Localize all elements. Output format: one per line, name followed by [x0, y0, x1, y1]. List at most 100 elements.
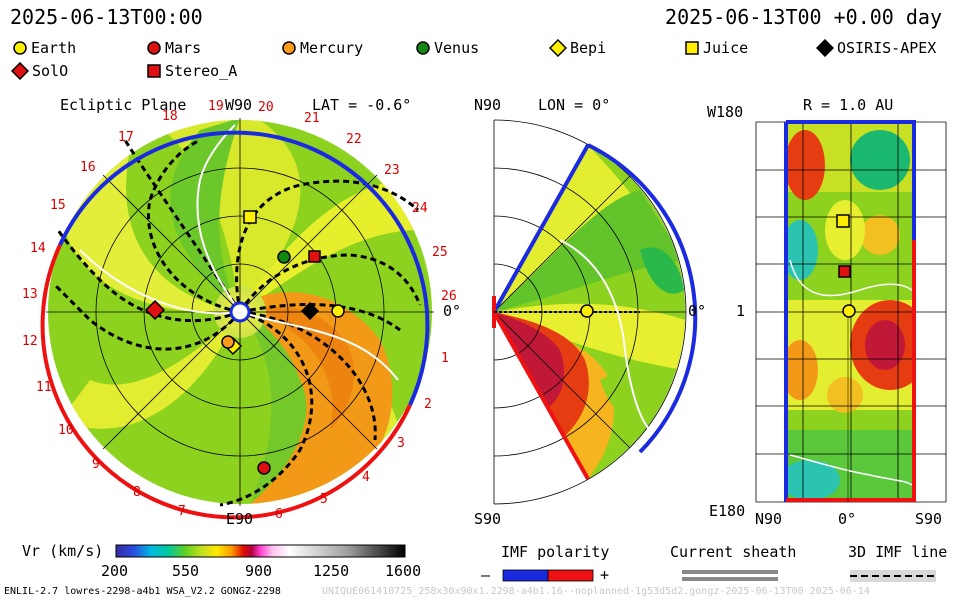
- spiral-band: [60, 312, 240, 429]
- radial-region: [865, 320, 905, 370]
- osiris-apex-marker: [300, 301, 320, 321]
- imf-line: [53, 283, 242, 351]
- rotation-label: 3: [397, 436, 405, 451]
- w180-label: W180: [707, 103, 744, 121]
- rotation-label: 2: [424, 397, 432, 412]
- current-sheath-title: Current sheath: [670, 543, 797, 561]
- juice-marker: [243, 210, 257, 224]
- rotation-label: 13: [22, 287, 38, 302]
- boundary-positive: [58, 130, 430, 406]
- earth-marker-radial: [842, 304, 856, 318]
- imf-line-symbol-bg: [850, 570, 936, 582]
- mercury-marker: [221, 335, 235, 349]
- legend-bepi: Bepi: [549, 39, 606, 57]
- lat-band: [640, 247, 684, 294]
- meridional-boundary-bottom: [492, 311, 590, 480]
- legend-label: Mars: [165, 39, 202, 57]
- e90-label: E90: [226, 510, 254, 528]
- mars-marker-icon: [147, 41, 161, 55]
- current-sheath-line: [789, 259, 913, 297]
- legend-juice: Juice: [684, 39, 748, 57]
- rotation-label: 9: [92, 457, 100, 472]
- radial-x-label-s90: S90: [915, 510, 943, 528]
- juice-marker-radial: [836, 214, 850, 228]
- legend-label: Mercury: [300, 39, 364, 57]
- radial-region: [786, 340, 818, 400]
- lon-label: LON = 0°: [538, 96, 611, 114]
- rotation-label: 19: [208, 99, 224, 114]
- current-sheath-symbol: [682, 577, 778, 581]
- rotation-label: 22: [346, 132, 362, 147]
- ecliptic-panel: [40, 118, 434, 520]
- one-label: 1: [736, 302, 746, 320]
- imf-line: [123, 139, 242, 313]
- rotation-label: 11: [36, 380, 52, 395]
- meridional-zero-label: 0°: [688, 302, 707, 320]
- spiral-band: [240, 178, 430, 312]
- legend-solo: SolO: [11, 62, 68, 80]
- legend-label: Bepi: [570, 39, 607, 57]
- solo-marker-icon: [11, 62, 29, 80]
- imf-line: [239, 310, 377, 441]
- rotation-label: 21: [304, 111, 320, 126]
- rotation-label: 4: [362, 470, 370, 485]
- imf-polarity-positive: [547, 569, 594, 582]
- colorbar-tick: 1600: [385, 562, 422, 580]
- rotation-label: 23: [384, 163, 400, 178]
- rotation-label: 14: [30, 241, 46, 256]
- earth-marker-meridional: [580, 304, 594, 318]
- imf-lines: [53, 138, 422, 507]
- current-sheath-symbol: [682, 570, 778, 574]
- earth-marker-icon: [13, 41, 27, 55]
- spiral-band: [170, 120, 240, 312]
- imf-line: [235, 179, 419, 313]
- rotation-label: 26: [441, 289, 457, 304]
- bepi-marker-icon: [549, 39, 567, 57]
- solo-marker: [144, 299, 166, 321]
- meridional-boundary-arc: [587, 143, 698, 454]
- osiris-apex-marker-icon: [816, 39, 834, 57]
- ecliptic-title: Ecliptic Plane: [60, 96, 187, 114]
- rotation-label: 6: [275, 507, 283, 522]
- rotation-label: 5: [320, 492, 328, 507]
- imf-line: [238, 253, 422, 313]
- stereo-a-marker-icon: [147, 64, 161, 78]
- radial-panel: [755, 120, 947, 503]
- s90-label: S90: [474, 510, 502, 528]
- legend-osiris-apex: OSIRIS-APEX: [816, 39, 936, 57]
- imf-line: [147, 138, 241, 314]
- mercury-marker-icon: [282, 41, 296, 55]
- radial-title: R = 1.0 AU: [803, 96, 894, 114]
- rotation-label: 15: [50, 198, 66, 213]
- radial-region: [786, 460, 840, 500]
- stereo-a-marker: [308, 250, 321, 263]
- imf-line-title: 3D IMF line: [848, 543, 948, 561]
- stereo-a-marker-radial: [838, 265, 851, 278]
- cme-core: [258, 306, 354, 430]
- radial-region: [786, 130, 825, 200]
- legend-label: Earth: [31, 39, 77, 57]
- imf-polarity-title: IMF polarity: [501, 543, 610, 561]
- rotation-label: 24: [412, 201, 428, 216]
- colorbar-tick: 1250: [313, 562, 350, 580]
- legend-label: Venus: [434, 39, 480, 57]
- colorbar: [115, 544, 406, 558]
- earth-marker: [331, 304, 345, 318]
- radial-region: [825, 200, 865, 260]
- lat-band: [494, 312, 565, 410]
- rotation-label: 1: [441, 351, 449, 366]
- current-sheath-line: [559, 239, 651, 431]
- time-left: 2025-06-13T00:00: [10, 5, 203, 29]
- sun-icon: [229, 301, 251, 323]
- time-right: 2025-06-13T00 +0.00 day: [665, 5, 942, 29]
- venus-marker: [277, 250, 291, 264]
- legend-earth: Earth: [12, 39, 76, 57]
- imf-polarity-negative: [502, 569, 549, 582]
- w90-label: W90: [225, 96, 253, 114]
- juice-marker-icon: [685, 41, 699, 55]
- rotation-label: 7: [178, 504, 186, 519]
- current-sheath-line: [239, 311, 399, 381]
- legend-label: OSIRIS-APEX: [837, 39, 937, 57]
- imf-line: [219, 310, 314, 507]
